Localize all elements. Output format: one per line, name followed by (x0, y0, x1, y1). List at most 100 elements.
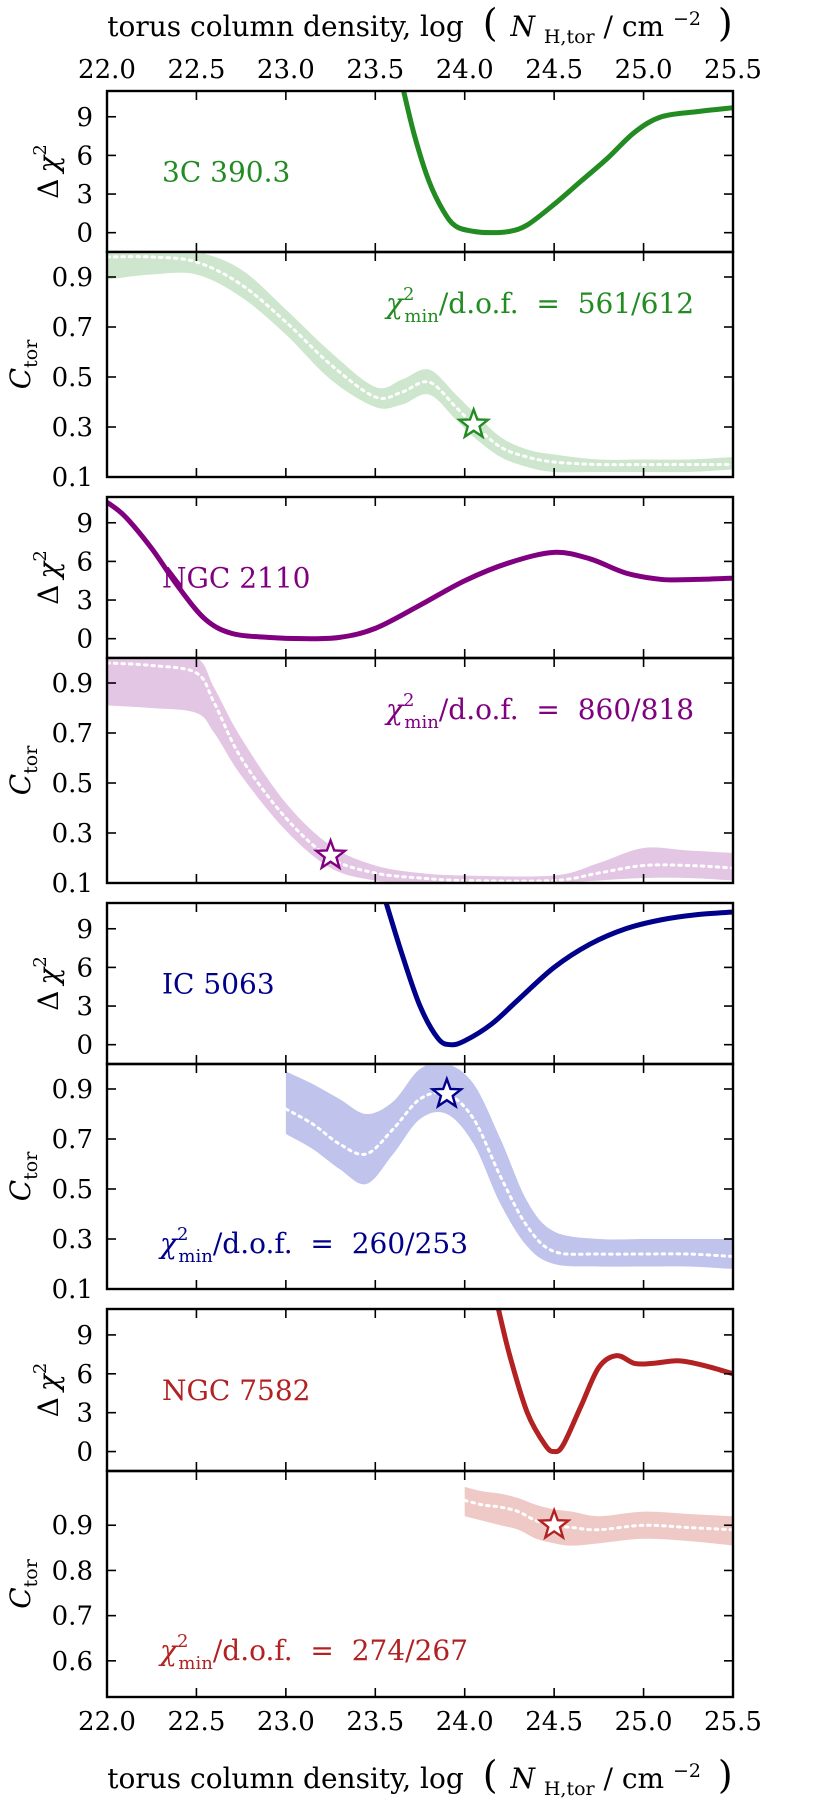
c-tor-panel: 0.9 0.7 0.5 0.3 0.1 Ctor χ2 min/d.o.f. = 260/25… (4, 1062, 735, 1305)
y-tick-label: 0.7 (52, 719, 93, 749)
x-title-close-paren: ) (718, 1753, 733, 1797)
x-tick-label-top: 23.5 (346, 55, 404, 85)
y-tick-label: 0.5 (52, 363, 93, 393)
x-title-unit-sup: −2 (673, 8, 701, 30)
stat-sub: min (404, 306, 439, 327)
delta-chi2-curve (107, 500, 733, 642)
x-tick-label-bottom: 23.0 (257, 1707, 315, 1737)
ylabel-delta: Δ (32, 585, 65, 605)
c-tor-panel: 0.9 0.7 0.5 0.3 0.1 Ctor χ2 min/d.o.f. = 561/61… (4, 250, 735, 493)
x-tick-label-bottom: 24.0 (436, 1707, 494, 1737)
top-x-axis-title: torus column density, log ( N H,tor / cm… (107, 0, 733, 50)
ylabel-c: C (4, 368, 37, 389)
delta-chi2-ylabel: Δχ2 (30, 144, 65, 199)
y-tick-label: 0.9 (52, 1511, 93, 1541)
c-tor-confidence-band (107, 252, 733, 473)
stat-rest: /d.o.f. = (439, 693, 578, 726)
y-tick-label: 0.6 (52, 1647, 93, 1677)
c-tor-panel: 0.9 0.7 0.5 0.3 0.1 Ctor χ2 min/d.o.f. = 860/81… (4, 656, 735, 899)
ylabel-sup: 2 (30, 550, 51, 561)
c-tor-ylabel: Ctor (4, 339, 42, 390)
x-title-var-sub: H,tor (544, 1778, 596, 1798)
x-tick-label-bottom: 23.5 (346, 1707, 404, 1737)
delta-chi2-curve (495, 1309, 733, 1455)
object-label: 3C 390.3 (162, 156, 290, 189)
y-tick-label: 0.7 (52, 1602, 93, 1632)
ylabel-c: C (4, 1180, 37, 1201)
x-tick-label-top: 23.0 (257, 55, 315, 85)
stat-chi: χ (158, 1634, 179, 1667)
x-tick-label-bottom: 22.5 (167, 1707, 225, 1737)
stat-chi: χ (158, 1227, 179, 1260)
x-title-var-sub: H,tor (544, 26, 596, 48)
x-title-prefix: torus column density, log (107, 1762, 464, 1795)
x-title-sep: / cm (604, 10, 665, 43)
c-tor-ylabel: Ctor (4, 1151, 42, 1202)
delta-chi2-ylabel: Δχ2 (30, 550, 65, 605)
stat-sup: 2 (403, 284, 414, 305)
ylabel-sub: tor (20, 1151, 42, 1180)
y-tick-label: 0.1 (52, 869, 93, 899)
y-tick-label: 0.8 (52, 1556, 93, 1586)
x-tick-label-bottom: 25.0 (615, 1707, 673, 1737)
x-tick-labels: 22.0 22.0 22.5 22.5 23.0 23.0 23.5 23.5 24.0 24.0… (78, 55, 762, 1737)
y-tick-label: 0.5 (52, 769, 93, 799)
y-tick-label: 0.5 (52, 1175, 93, 1205)
y-tick-label: 9 (76, 509, 93, 539)
best-fit-star-marker (536, 1506, 572, 1541)
y-tick-label: 9 (76, 103, 93, 133)
ylabel-chi: χ (32, 560, 65, 581)
stat-value: 274/267 (352, 1634, 468, 1667)
y-tick-label: 0 (76, 1031, 93, 1061)
y-tick-label: 0.1 (52, 463, 93, 493)
stat-rest: /d.o.f. = (439, 287, 578, 320)
x-tick-label-top: 24.0 (436, 55, 494, 85)
stat-value: 860/818 (578, 693, 694, 726)
delta-chi2-ylabel: Δχ2 (30, 956, 65, 1011)
chi2-statistic-label: χ2 min/d.o.f. = 274/267 (158, 1631, 468, 1674)
y-tick-label: 0.1 (52, 1275, 93, 1305)
ylabel-c: C (4, 774, 37, 795)
stat-value: 561/612 (578, 287, 694, 320)
object-label: NGC 2110 (162, 562, 310, 595)
y-tick-label: 0.3 (52, 1225, 93, 1255)
panel-frame (105, 1469, 735, 1699)
y-tick-label: 0.3 (52, 413, 93, 443)
y-tick-label: 0.9 (52, 263, 93, 293)
x-tick-label-bottom: 22.0 (78, 1707, 136, 1737)
x-tick-label-top: 22.0 (78, 55, 136, 85)
stat-sub: min (404, 712, 439, 733)
delta-chi2-curve (401, 91, 733, 236)
object-label: NGC 7582 (162, 1374, 310, 1407)
delta-chi2-panel: 9 6 3 0 Δχ2 NGC 7582 (30, 1307, 735, 1473)
stat-sub: min (178, 1246, 213, 1267)
c-tor-confidence-band (107, 658, 733, 883)
y-tick-label: 9 (76, 915, 93, 945)
stat-sup: 2 (177, 1224, 188, 1245)
y-tick-label: 9 (76, 1321, 93, 1351)
stat-chi: χ (384, 287, 405, 320)
x-title-unit-sup: −2 (673, 1760, 701, 1782)
y-tick-label: 0.9 (52, 1075, 93, 1105)
x-title-close-paren: ) (718, 1, 733, 45)
delta-chi2-curve (383, 903, 733, 1048)
x-title-open-paren: ( (483, 1753, 498, 1797)
y-tick-label: 6 (76, 953, 93, 983)
y-tick-label: 0 (76, 1438, 93, 1468)
y-tick-label: 0 (76, 219, 93, 249)
stat-chi: χ (384, 693, 405, 726)
stat-rest: /d.o.f. = (213, 1634, 352, 1667)
object-label: IC 5063 (162, 968, 275, 1001)
chi2-statistic-label: χ2 min/d.o.f. = 561/612 (384, 284, 694, 327)
c-tor-median-line (107, 255, 733, 467)
y-tick-label: 6 (76, 1360, 93, 1390)
x-title-var: N (509, 10, 536, 43)
x-title-var: N (509, 1762, 536, 1795)
panel-frame (105, 656, 735, 885)
c-tor-panel: 0.9 0.8 0.7 0.6 Ctor χ2 min/d.o.f. = 274/267 (4, 1469, 735, 1699)
chi2-statistic-label: χ2 min/d.o.f. = 860/818 (384, 690, 694, 733)
ylabel-delta: Δ (32, 179, 65, 199)
